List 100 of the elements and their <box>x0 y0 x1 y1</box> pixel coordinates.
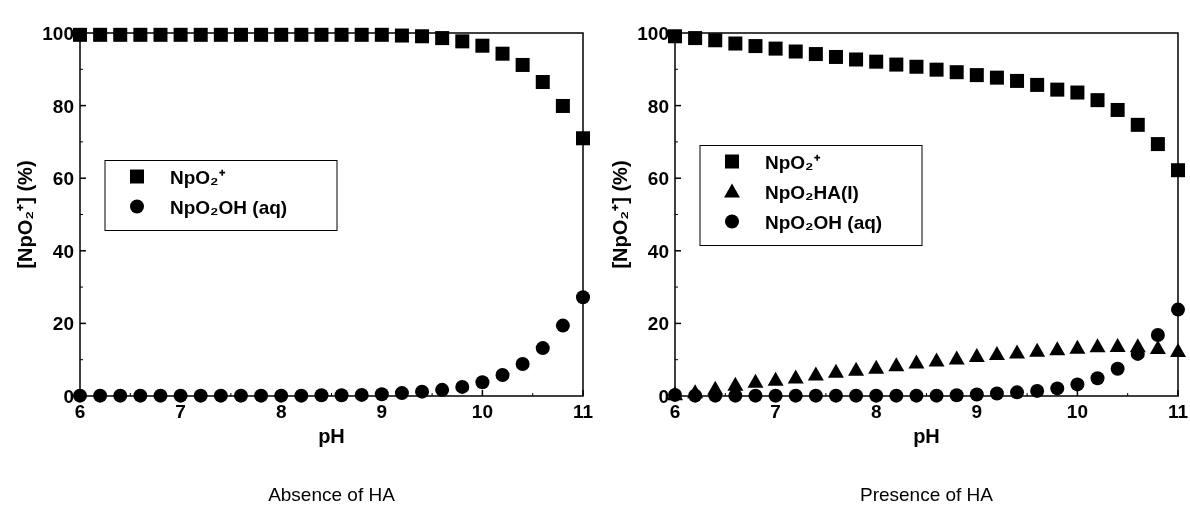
x-tick-label: 6 <box>74 401 86 422</box>
y-tick-label: 60 <box>52 168 74 190</box>
point <box>274 27 289 42</box>
x-tick-label: 10 <box>471 401 493 422</box>
x-tick-label: 7 <box>770 401 781 422</box>
y-tick-label: 20 <box>52 313 74 335</box>
point <box>435 382 450 397</box>
point <box>294 388 309 403</box>
point <box>827 363 844 378</box>
point <box>515 357 530 372</box>
point <box>495 46 510 61</box>
point <box>969 387 984 402</box>
point <box>1030 77 1045 92</box>
legend-label: NpO₂HA(I) <box>765 181 859 203</box>
point <box>374 387 389 402</box>
point <box>787 369 804 384</box>
point <box>849 388 864 403</box>
point <box>708 33 723 48</box>
point <box>435 31 450 46</box>
point <box>747 373 764 388</box>
point <box>908 354 925 369</box>
point <box>969 68 984 83</box>
point <box>1110 102 1125 117</box>
point <box>576 131 590 146</box>
point <box>1150 328 1165 343</box>
y-tick-label: 0 <box>658 386 669 407</box>
point <box>768 41 783 56</box>
point <box>93 27 108 42</box>
point <box>929 388 944 403</box>
text: Absence of HA <box>268 484 396 505</box>
x-tick-label: 9 <box>376 401 388 422</box>
point <box>1069 339 1086 354</box>
point <box>1050 82 1065 97</box>
point <box>807 366 824 381</box>
point <box>1171 163 1185 178</box>
point <box>173 27 188 42</box>
point <box>334 27 349 42</box>
point <box>374 27 389 42</box>
point <box>869 388 884 403</box>
y-axis-title: [NpO₂⁺] (%) <box>609 160 631 269</box>
point <box>988 345 1005 360</box>
point <box>274 388 289 403</box>
point <box>808 388 823 403</box>
point <box>1010 73 1025 88</box>
y-tick-label: 20 <box>647 313 669 335</box>
x-axis-title: pH <box>913 425 940 447</box>
point <box>1130 117 1145 132</box>
point <box>889 388 904 403</box>
point <box>254 27 269 42</box>
point <box>668 29 682 44</box>
point <box>93 388 108 403</box>
point <box>576 290 590 305</box>
point <box>989 386 1004 401</box>
y-tick-label: 100 <box>42 23 74 44</box>
point <box>949 65 964 80</box>
point <box>475 375 490 390</box>
point <box>929 62 944 77</box>
point <box>193 388 208 403</box>
point <box>73 27 87 42</box>
point <box>213 388 228 403</box>
x-axis-title: pH <box>318 425 345 447</box>
point <box>788 44 803 59</box>
point <box>1070 85 1085 100</box>
point <box>968 348 985 363</box>
point <box>1029 342 1046 357</box>
legend-label: NpO₂OH (aq) <box>765 211 883 233</box>
point <box>475 38 490 53</box>
point <box>354 27 369 42</box>
point <box>354 387 369 402</box>
point <box>1049 341 1066 356</box>
point <box>948 350 965 365</box>
y-tick-label: 40 <box>52 240 74 262</box>
point <box>455 379 470 394</box>
point <box>213 27 228 42</box>
point <box>233 388 248 403</box>
point <box>1150 137 1165 152</box>
legend-label: NpO₂⁺ <box>170 166 226 188</box>
point <box>727 376 744 391</box>
point <box>73 388 87 403</box>
point <box>888 357 905 372</box>
point <box>909 59 924 74</box>
x-tick-label: 8 <box>870 401 882 422</box>
point <box>1170 342 1186 357</box>
point <box>254 388 269 403</box>
point <box>495 367 510 382</box>
point <box>728 36 743 51</box>
text: Presence of HA <box>859 484 994 505</box>
point <box>1050 381 1065 396</box>
point <box>334 388 349 403</box>
point <box>535 75 550 90</box>
point <box>848 361 865 376</box>
y-tick-label: 100 <box>637 23 669 44</box>
point <box>314 27 329 42</box>
x-tick-label: 6 <box>669 401 681 422</box>
point <box>828 388 843 403</box>
point <box>113 27 128 42</box>
point <box>808 47 823 62</box>
x-tick-label: 7 <box>175 401 186 422</box>
point <box>1030 383 1045 398</box>
x-tick-label: 11 <box>1167 401 1189 422</box>
